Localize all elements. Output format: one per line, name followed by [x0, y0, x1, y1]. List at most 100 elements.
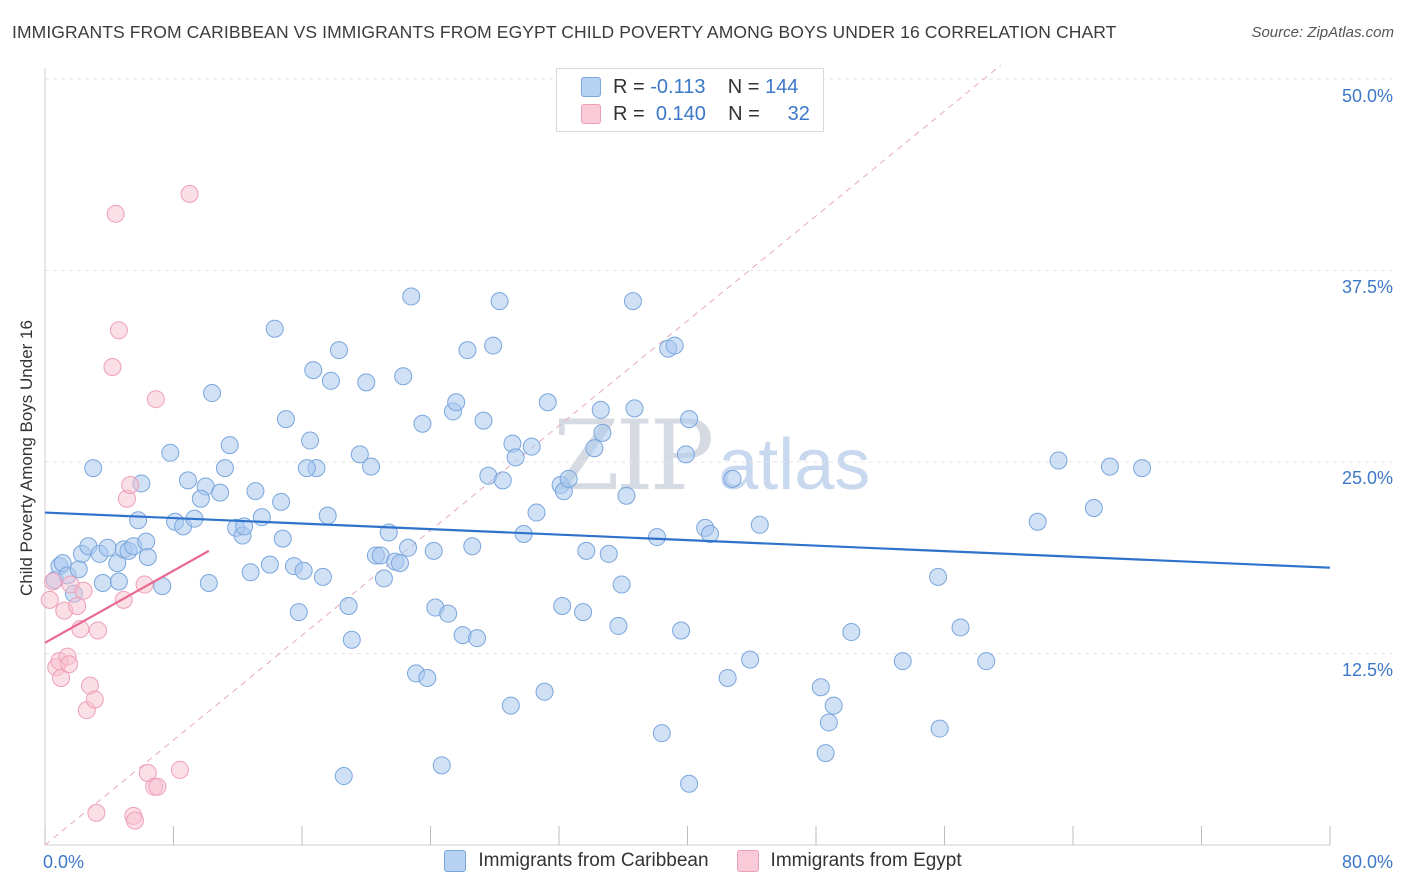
caribbean-point	[929, 567, 948, 586]
caribbean-point	[893, 652, 912, 671]
caribbean-point	[220, 436, 239, 455]
egypt-trend-line	[44, 549, 210, 644]
egypt-point	[170, 760, 189, 779]
caribbean-trend-line	[44, 511, 1331, 569]
caribbean-point	[612, 575, 631, 594]
caribbean-point	[84, 459, 103, 478]
egypt-point	[44, 572, 63, 591]
caribbean-point	[109, 572, 128, 591]
caribbean-point	[137, 532, 156, 551]
egypt-point	[89, 621, 108, 640]
caribbean-point	[424, 541, 443, 560]
egypt-point	[52, 669, 71, 688]
caribbean-point	[474, 411, 493, 430]
egypt-n-label: N =	[728, 102, 760, 125]
caribbean-point	[559, 469, 578, 488]
series-legend: Immigrants from Caribbean Immigrants fro…	[0, 850, 1406, 872]
caribbean-point	[432, 756, 451, 775]
caribbean-point	[824, 696, 843, 715]
caribbean-point	[522, 437, 541, 456]
caribbean-point	[161, 443, 180, 462]
y-tick-25: 25.0%	[1341, 468, 1393, 488]
y-tick-50: 50.0%	[1341, 86, 1393, 106]
caribbean-point	[390, 554, 409, 573]
x-tick-max: 80.0%	[1341, 852, 1393, 872]
chart-title: IMMIGRANTS FROM CARIBBEAN VS IMMIGRANTS …	[12, 22, 1117, 42]
egypt-point	[68, 597, 87, 616]
caribbean-point	[490, 292, 509, 311]
caribbean-point	[463, 537, 482, 556]
axes	[44, 68, 1331, 846]
caribbean-point	[652, 724, 671, 743]
caribbean-point	[700, 525, 719, 544]
caribbean-point	[241, 563, 260, 582]
caribbean-point	[585, 439, 604, 458]
egypt-point	[40, 590, 59, 609]
y-tick-37-5: 37.5%	[1341, 277, 1393, 297]
caribbean-point	[178, 471, 197, 490]
caribbean-point	[577, 541, 596, 560]
x-tick-min: 0.0%	[43, 852, 85, 872]
caribbean-point	[294, 561, 313, 580]
egypt-point	[60, 655, 79, 674]
caribbean-point	[215, 459, 234, 478]
caribbean-point	[527, 503, 546, 522]
caribbean-point	[609, 616, 628, 635]
caribbean-point	[260, 555, 279, 574]
egypt-point	[148, 777, 167, 796]
caribbean-point	[493, 471, 512, 490]
caribbean-point	[718, 669, 737, 688]
caribbean-point	[1100, 457, 1119, 476]
caribbean-point	[98, 538, 117, 557]
caribbean-point	[535, 682, 554, 701]
caribbean-point	[680, 410, 699, 429]
legend-row-caribbean: R = -0.113 N = 144	[581, 74, 798, 100]
caribbean-point	[439, 604, 458, 623]
legend-row-egypt: R = 0.140 N = 32	[581, 101, 810, 127]
egypt-point	[106, 204, 125, 223]
caribbean-point	[374, 569, 393, 588]
caribbean-point	[676, 445, 695, 464]
caribbean-point	[1084, 498, 1103, 517]
caribbean-point	[246, 482, 265, 501]
caribbean-point	[593, 423, 612, 442]
caribbean-point	[599, 544, 618, 563]
caribbean-point	[342, 630, 361, 649]
caribbean-point	[418, 669, 437, 688]
caribbean-point	[350, 445, 369, 464]
egypt-point	[85, 690, 104, 709]
caribbean-point	[394, 367, 413, 386]
caribbean-point	[69, 560, 88, 579]
egypt-point	[114, 590, 133, 609]
egypt-point	[109, 321, 128, 340]
caribbean-point	[506, 448, 525, 467]
caribbean-point	[318, 506, 337, 525]
caribbean-point	[1133, 459, 1152, 478]
caribbean-point	[276, 410, 295, 429]
caribbean-point	[273, 529, 292, 548]
caribbean-point	[680, 774, 699, 793]
caribbean-r-value: -0.113	[650, 75, 706, 98]
caribbean-point	[574, 603, 593, 622]
caribbean-point	[672, 621, 691, 640]
caribbean-n-value: 144	[764, 75, 799, 98]
caribbean-point	[265, 319, 284, 338]
caribbean-point	[741, 650, 760, 669]
caribbean-point	[501, 696, 520, 715]
egypt-swatch	[581, 104, 601, 124]
caribbean-point	[402, 287, 421, 306]
caribbean-point	[625, 399, 644, 418]
caribbean-point	[199, 574, 218, 593]
egypt-point	[121, 475, 140, 494]
caribbean-point	[665, 336, 684, 355]
caribbean-point	[750, 515, 769, 534]
caribbean-point	[138, 547, 157, 566]
caribbean-point	[458, 341, 477, 360]
egypt-point	[146, 390, 165, 409]
correlation-legend: R = -0.113 N = 144 R = 0.140 N = 32	[556, 68, 824, 132]
legend-caribbean-label: Immigrants from Caribbean	[478, 850, 709, 871]
caribbean-point	[334, 767, 353, 786]
egypt-points	[40, 184, 199, 830]
caribbean-point	[1049, 451, 1068, 470]
egypt-point	[125, 811, 144, 830]
